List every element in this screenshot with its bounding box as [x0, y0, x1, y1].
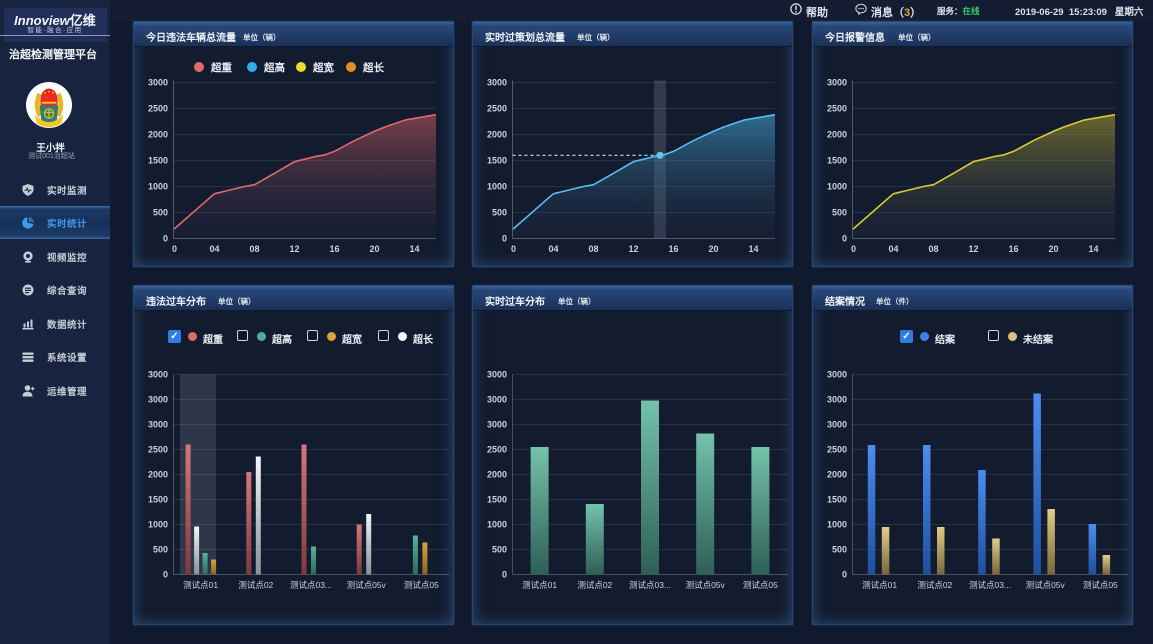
svg-text:500: 500 [153, 545, 168, 555]
svg-text:2500: 2500 [827, 445, 847, 455]
svg-text:16: 16 [1008, 244, 1018, 254]
svg-text:500: 500 [153, 208, 168, 218]
svg-text:3000: 3000 [148, 78, 168, 88]
svg-text:1000: 1000 [827, 182, 847, 192]
svg-text:12: 12 [289, 244, 299, 254]
svg-text:测试点02: 测试点02 [577, 580, 612, 590]
svg-text:0: 0 [163, 234, 168, 244]
svg-text:08: 08 [588, 244, 598, 254]
svg-text:测试点02: 测试点02 [238, 580, 273, 590]
svg-text:14: 14 [1088, 244, 1098, 254]
svg-text:3000: 3000 [827, 420, 847, 430]
svg-text:1000: 1000 [148, 182, 168, 192]
svg-text:测试点05v: 测试点05v [347, 580, 387, 590]
svg-text:0: 0 [172, 244, 177, 254]
svg-text:1500: 1500 [487, 495, 507, 505]
svg-text:1500: 1500 [487, 156, 507, 166]
svg-text:1500: 1500 [827, 495, 847, 505]
svg-text:2000: 2000 [827, 130, 847, 140]
svg-text:测试点05: 测试点05 [743, 580, 778, 590]
svg-text:3000: 3000 [487, 78, 507, 88]
svg-text:2000: 2000 [487, 130, 507, 140]
svg-text:20: 20 [708, 244, 718, 254]
svg-text:0: 0 [163, 570, 168, 580]
svg-text:3000: 3000 [487, 395, 507, 405]
svg-text:1500: 1500 [148, 156, 168, 166]
svg-text:2500: 2500 [148, 104, 168, 114]
svg-text:2500: 2500 [148, 445, 168, 455]
svg-text:测试点05v: 测试点05v [1026, 580, 1066, 590]
svg-text:04: 04 [209, 244, 219, 254]
svg-text:2000: 2000 [487, 470, 507, 480]
svg-text:测试点03...: 测试点03... [629, 580, 671, 590]
svg-text:2000: 2000 [148, 470, 168, 480]
svg-text:16: 16 [329, 244, 339, 254]
svg-text:3000: 3000 [487, 420, 507, 430]
svg-text:14: 14 [748, 244, 758, 254]
svg-text:3000: 3000 [148, 370, 168, 380]
svg-text:3000: 3000 [487, 370, 507, 380]
svg-text:测试点05: 测试点05 [1083, 580, 1118, 590]
svg-text:测试点03...: 测试点03... [969, 580, 1011, 590]
svg-text:测试点05v: 测试点05v [686, 580, 726, 590]
svg-text:12: 12 [628, 244, 638, 254]
svg-text:04: 04 [548, 244, 558, 254]
svg-text:3000: 3000 [148, 395, 168, 405]
svg-text:500: 500 [832, 545, 847, 555]
svg-text:2000: 2000 [148, 130, 168, 140]
svg-text:0: 0 [842, 570, 847, 580]
svg-text:1000: 1000 [487, 520, 507, 530]
svg-text:08: 08 [249, 244, 259, 254]
svg-text:测试点02: 测试点02 [917, 580, 952, 590]
svg-text:3000: 3000 [148, 420, 168, 430]
svg-text:2500: 2500 [487, 104, 507, 114]
svg-text:2500: 2500 [487, 445, 507, 455]
svg-text:0: 0 [502, 234, 507, 244]
svg-text:08: 08 [928, 244, 938, 254]
svg-text:20: 20 [1048, 244, 1058, 254]
svg-text:500: 500 [492, 545, 507, 555]
svg-text:3000: 3000 [827, 395, 847, 405]
svg-text:04: 04 [888, 244, 898, 254]
svg-text:0: 0 [511, 244, 516, 254]
svg-text:0: 0 [842, 234, 847, 244]
svg-text:500: 500 [492, 208, 507, 218]
svg-text:16: 16 [668, 244, 678, 254]
svg-text:2500: 2500 [827, 104, 847, 114]
svg-text:2000: 2000 [827, 470, 847, 480]
svg-text:测试点01: 测试点01 [522, 580, 557, 590]
svg-text:3000: 3000 [827, 78, 847, 88]
svg-text:3000: 3000 [827, 370, 847, 380]
svg-text:500: 500 [832, 208, 847, 218]
svg-text:20: 20 [369, 244, 379, 254]
svg-text:1500: 1500 [148, 495, 168, 505]
svg-text:测试点01: 测试点01 [183, 580, 218, 590]
svg-text:1000: 1000 [148, 520, 168, 530]
svg-text:0: 0 [851, 244, 856, 254]
svg-text:测试点01: 测试点01 [862, 580, 897, 590]
svg-text:14: 14 [409, 244, 419, 254]
svg-text:测试点05: 测试点05 [404, 580, 439, 590]
svg-text:12: 12 [968, 244, 978, 254]
svg-text:1500: 1500 [827, 156, 847, 166]
svg-text:0: 0 [502, 570, 507, 580]
svg-text:测试点03...: 测试点03... [290, 580, 332, 590]
svg-text:1000: 1000 [827, 520, 847, 530]
svg-text:1000: 1000 [487, 182, 507, 192]
